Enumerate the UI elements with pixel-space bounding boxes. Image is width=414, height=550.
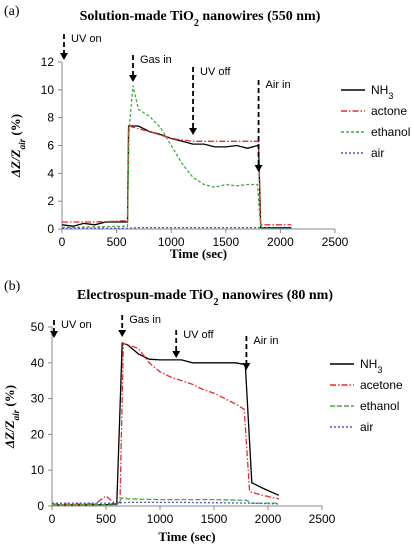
legend-label-text: actone xyxy=(371,104,407,118)
chart-title: Solution-made TiO2 nanowires (550 nm) xyxy=(80,9,321,29)
title-text: Electrospun-made TiO xyxy=(77,288,214,303)
legend-label: ethanol xyxy=(371,125,410,139)
legend-label: NH3 xyxy=(371,83,393,101)
legend-label: air xyxy=(360,420,373,434)
y-tick-label: 2 xyxy=(47,194,54,208)
annotation-label: UV on xyxy=(61,319,92,331)
y-tick-label: 50 xyxy=(31,320,45,334)
x-tick-label: 0 xyxy=(59,235,66,249)
legend-label-subscript: 3 xyxy=(388,91,393,101)
annotation-label: Gas in xyxy=(140,54,172,66)
y-tick-label: 10 xyxy=(41,83,55,97)
x-tick-label: 1500 xyxy=(201,512,228,526)
panel-label: (a) xyxy=(4,4,20,19)
legend-label: ethanol xyxy=(360,399,399,413)
x-tick-label: 1000 xyxy=(158,235,185,249)
x-axis-label: Time (sec) xyxy=(158,529,215,544)
series-line-ethanol xyxy=(61,85,292,229)
y-label-text: ΔZ/Z xyxy=(8,149,23,178)
y-tick-label: 40 xyxy=(31,356,45,370)
legend-label-text: acetone xyxy=(360,378,403,392)
series-line-air xyxy=(62,226,292,229)
x-tick-label: 500 xyxy=(107,235,127,249)
y-label-subscript: air xyxy=(11,409,21,420)
annotation-label: UV on xyxy=(71,33,102,45)
x-tick-label: 2000 xyxy=(255,512,282,526)
annotation-arrowhead xyxy=(118,330,127,337)
series-line-acetone xyxy=(51,342,279,505)
legend-label: actone xyxy=(371,104,407,118)
annotation-arrowhead xyxy=(128,75,137,82)
y-tick-label: 4 xyxy=(47,166,54,180)
x-tick-label: 500 xyxy=(96,512,116,526)
title-subscript: 2 xyxy=(214,297,219,308)
x-tick-label: 1000 xyxy=(147,512,174,526)
y-tick-label: 30 xyxy=(31,392,45,406)
chart-title: Electrospun-made TiO2 nanowires (80 nm) xyxy=(77,288,333,308)
legend-label-text: NH xyxy=(360,357,377,371)
annotation-arrowhead xyxy=(254,165,263,172)
y-tick-label: 20 xyxy=(31,427,45,441)
x-tick-label: 2500 xyxy=(322,235,349,249)
y-label-subscript: air xyxy=(17,138,27,149)
x-axis-label: Time (sec) xyxy=(170,246,227,261)
x-tick-label: 1500 xyxy=(212,235,239,249)
title-text: Solution-made TiO xyxy=(80,9,194,24)
y-axis-label: ΔZ/Zair (%) xyxy=(8,114,27,178)
legend-label: NH3 xyxy=(360,357,382,375)
x-tick-label: 2000 xyxy=(267,235,294,249)
annotation-arrowhead xyxy=(189,128,198,135)
annotation-arrowhead xyxy=(50,331,58,338)
legend-label-text: air xyxy=(371,146,384,160)
chart-panel-b: (b) Electrospun-made TiO2 nanowires (80 n… xyxy=(2,279,403,544)
x-tick-label: 2500 xyxy=(309,512,336,526)
legend-label-text: air xyxy=(360,420,373,434)
y-tick-label: 6 xyxy=(47,139,54,153)
annotation-label: UV off xyxy=(200,66,231,78)
legend-label: air xyxy=(371,146,384,160)
y-axis-label: ΔZ/Zair (%) xyxy=(2,385,21,449)
title-text: nanowires (550 nm) xyxy=(199,9,321,24)
legend-label-text: ethanol xyxy=(371,125,410,139)
legend-label-text: ethanol xyxy=(360,399,399,413)
y-label-text: (%) xyxy=(8,114,23,139)
y-tick-label: 0 xyxy=(47,222,54,236)
x-tick-label: 0 xyxy=(49,512,56,526)
annotation-label: Gas in xyxy=(129,314,161,326)
annotation-arrowhead xyxy=(60,53,68,60)
y-label-text: (%) xyxy=(2,385,17,410)
annotation-arrowhead xyxy=(172,351,181,358)
series-line-ethanol xyxy=(52,497,279,506)
series-line-actone xyxy=(62,125,292,226)
annotation-label: Air in xyxy=(253,335,278,347)
panel-label: (b) xyxy=(4,279,21,294)
title-subscript: 2 xyxy=(194,18,199,29)
legend-label: acetone xyxy=(360,378,403,392)
y-tick-label: 10 xyxy=(31,463,45,477)
legend-label-text: NH xyxy=(371,83,388,97)
series-line-nh3 xyxy=(52,342,280,506)
annotation-arrowhead xyxy=(242,363,251,370)
series-line-air xyxy=(52,501,279,505)
y-label-text: ΔZ/Z xyxy=(2,420,17,449)
chart-panel-a: (a) Solution-made TiO2 nanowires (550 nm)… xyxy=(4,4,410,261)
legend-label-subscript: 3 xyxy=(377,365,382,375)
annotation-label: Air in xyxy=(266,79,291,91)
y-tick-label: 0 xyxy=(37,499,44,513)
y-tick-label: 8 xyxy=(47,111,54,125)
y-tick-label: 12 xyxy=(41,55,55,69)
title-text: nanowires (80 nm) xyxy=(219,288,334,303)
annotation-label: UV off xyxy=(183,329,214,341)
